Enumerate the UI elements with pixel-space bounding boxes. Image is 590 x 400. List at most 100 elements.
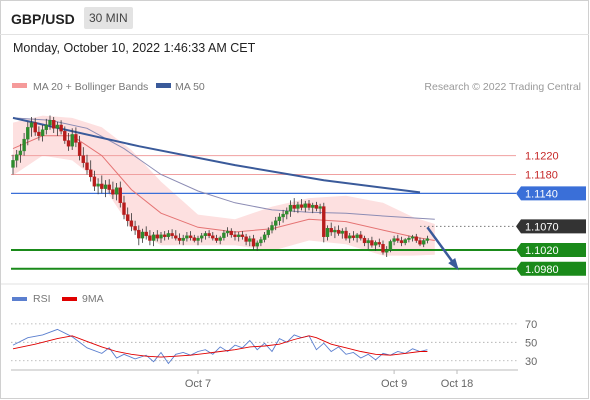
- candle-body: [192, 237, 197, 241]
- candle-body: [196, 237, 200, 241]
- candle-body: [344, 230, 348, 239]
- timeframe-button[interactable]: 30 MIN: [84, 7, 133, 29]
- ma20-legend-label: MA 20 + Bollinger Bands: [33, 81, 148, 93]
- level-tag: [516, 261, 586, 276]
- candle-body: [351, 235, 356, 238]
- candle-body: [211, 235, 215, 239]
- candle-body: [100, 183, 104, 189]
- candle-body: [229, 230, 234, 236]
- candle-body: [214, 237, 219, 241]
- candle-body: [207, 233, 211, 236]
- candle-body: [414, 236, 418, 241]
- candle-body: [222, 232, 226, 238]
- credit-text: Research © 2022 Trading Central: [424, 81, 581, 93]
- candle-body: [410, 236, 415, 239]
- rsi-ma9-line: [12, 335, 428, 358]
- candle-body: [55, 124, 60, 129]
- ma20-legend-swatch: [12, 83, 27, 88]
- candle-body: [388, 241, 393, 251]
- candle-body: [292, 204, 296, 209]
- candle-body: [407, 237, 411, 240]
- candle-body: [336, 229, 341, 234]
- level-tag: [516, 219, 586, 234]
- candle-body: [362, 237, 367, 244]
- candle-body: [33, 122, 37, 133]
- level-label: 1.1220: [525, 151, 559, 163]
- candle-body: [174, 235, 178, 239]
- candles: [11, 115, 430, 258]
- trend-line: [12, 116, 421, 194]
- level-label: 1.1070: [525, 221, 559, 233]
- candle-body: [355, 234, 359, 238]
- candle-body: [399, 240, 404, 244]
- candle-body: [314, 204, 319, 209]
- rsi-tick-label: 50: [525, 337, 537, 349]
- candle-body: [11, 160, 15, 168]
- ma9-legend-swatch: [62, 297, 77, 301]
- candle-body: [188, 235, 193, 238]
- candle-body: [22, 138, 26, 152]
- candle-body: [125, 214, 130, 221]
- candle-body: [266, 229, 270, 236]
- candle-body: [296, 204, 300, 209]
- candle-body: [244, 236, 248, 242]
- candle-body: [255, 242, 259, 247]
- candle-body: [92, 176, 97, 187]
- candle-body: [262, 234, 267, 240]
- candle-body: [370, 240, 374, 246]
- candle-body: [203, 233, 208, 236]
- rsi-legend-label: RSI: [33, 293, 51, 305]
- candle-body: [325, 228, 330, 237]
- rsi-tick-label: 70: [525, 319, 537, 331]
- candle-body: [385, 249, 389, 253]
- candle-body: [396, 238, 400, 241]
- candle-body: [185, 235, 189, 239]
- candle-body: [14, 154, 19, 161]
- candle-body: [107, 184, 111, 190]
- level-tag: [516, 242, 586, 257]
- candle-body: [318, 206, 322, 209]
- candle-body: [181, 237, 185, 241]
- candle-body: [159, 234, 163, 239]
- forecast-arrow-head: [448, 258, 459, 271]
- candle-body: [133, 226, 137, 231]
- ma50-line: [12, 117, 435, 220]
- candle-body: [37, 131, 41, 137]
- ma50-legend-label: MA 50: [175, 81, 205, 93]
- x-tick-label: Oct 7: [185, 378, 211, 390]
- candle-body: [233, 234, 237, 237]
- candle-body: [85, 162, 89, 170]
- candle-body: [26, 127, 30, 140]
- price-levels: [11, 155, 516, 270]
- candle-body: [88, 169, 93, 178]
- candle-body: [392, 238, 396, 242]
- rsi-panel: 70 50 30: [11, 319, 537, 368]
- level-tag: [516, 186, 586, 201]
- candle-body: [248, 238, 252, 242]
- candle-body: [285, 211, 289, 215]
- candle-body: [18, 150, 23, 155]
- candle-body: [129, 220, 134, 227]
- ma9-legend-label: 9MA: [82, 293, 104, 305]
- candle-body: [111, 189, 115, 195]
- candle-body: [403, 239, 407, 244]
- candle-body: [281, 213, 285, 218]
- candle-body: [270, 225, 274, 231]
- candle-body: [52, 120, 56, 129]
- rsi-line: [12, 328, 428, 365]
- candle-body: [118, 187, 123, 203]
- candle-body: [303, 203, 307, 208]
- candle-body: [329, 228, 333, 233]
- candle-body: [48, 120, 52, 126]
- candle-body: [274, 220, 278, 226]
- candle-body: [140, 231, 145, 239]
- candle-body: [96, 183, 100, 187]
- level-label: 1.1140: [525, 188, 558, 200]
- candle-body: [29, 122, 34, 128]
- candle-body: [259, 239, 263, 244]
- level-labels: 1.1220 1.1180 1.1140 1.1070 1.1020 1.0980: [516, 151, 586, 276]
- candle-body: [199, 235, 204, 239]
- level-label: 1.1180: [525, 169, 558, 181]
- candle-body: [162, 234, 167, 237]
